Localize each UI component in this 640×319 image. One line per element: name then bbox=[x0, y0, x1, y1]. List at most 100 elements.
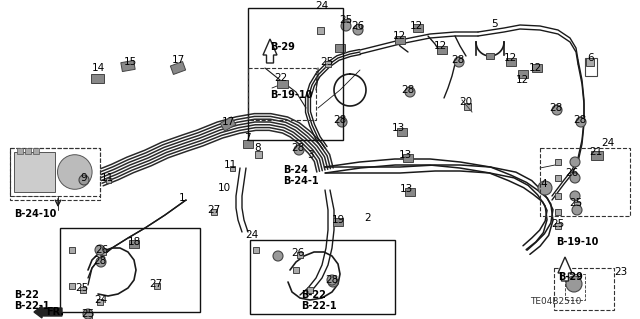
Circle shape bbox=[576, 117, 586, 127]
Text: 24: 24 bbox=[316, 1, 328, 11]
Text: 20: 20 bbox=[460, 97, 472, 107]
Bar bbox=[518, 70, 528, 78]
Bar bbox=[97, 299, 103, 305]
Bar bbox=[555, 175, 561, 181]
Text: FR.: FR. bbox=[46, 307, 64, 317]
Text: 25: 25 bbox=[552, 219, 564, 229]
Polygon shape bbox=[558, 257, 572, 281]
Text: B-29: B-29 bbox=[270, 42, 295, 52]
Polygon shape bbox=[263, 39, 277, 63]
Circle shape bbox=[337, 117, 347, 127]
Bar bbox=[86, 313, 92, 319]
Bar bbox=[90, 73, 104, 83]
Text: 24: 24 bbox=[245, 230, 259, 240]
Circle shape bbox=[566, 276, 582, 292]
Text: 6: 6 bbox=[588, 53, 595, 63]
Circle shape bbox=[95, 245, 105, 255]
Text: 18: 18 bbox=[127, 237, 141, 247]
Text: 28: 28 bbox=[291, 143, 305, 153]
Bar bbox=[506, 58, 516, 66]
Circle shape bbox=[454, 57, 464, 67]
Bar bbox=[248, 68, 316, 120]
Bar bbox=[317, 26, 323, 33]
Text: 21: 21 bbox=[589, 147, 603, 157]
Circle shape bbox=[341, 21, 351, 31]
Bar bbox=[403, 154, 413, 162]
Text: 15: 15 bbox=[124, 57, 136, 67]
Circle shape bbox=[58, 155, 92, 189]
Text: 28: 28 bbox=[333, 115, 347, 125]
Text: 7: 7 bbox=[244, 133, 250, 143]
Bar bbox=[555, 159, 561, 165]
Text: 12: 12 bbox=[504, 53, 516, 63]
Bar bbox=[397, 128, 407, 136]
Text: 28: 28 bbox=[549, 103, 563, 113]
Bar bbox=[437, 46, 447, 54]
Bar bbox=[574, 202, 580, 208]
Bar bbox=[248, 8, 343, 140]
Bar bbox=[555, 193, 561, 199]
Bar bbox=[333, 218, 343, 226]
Bar bbox=[10, 148, 100, 196]
Bar bbox=[555, 223, 561, 229]
Text: 12: 12 bbox=[410, 21, 422, 31]
Bar bbox=[69, 283, 75, 289]
Text: 28: 28 bbox=[451, 55, 465, 65]
Text: 12: 12 bbox=[515, 75, 529, 85]
Bar bbox=[60, 228, 200, 312]
Bar bbox=[276, 80, 287, 88]
Text: B-22-1: B-22-1 bbox=[301, 301, 337, 311]
Bar bbox=[297, 252, 303, 258]
Text: 19: 19 bbox=[332, 215, 344, 225]
Bar bbox=[570, 172, 576, 178]
Text: 9: 9 bbox=[81, 173, 87, 183]
Bar bbox=[293, 267, 299, 273]
Circle shape bbox=[572, 205, 582, 215]
Text: 12: 12 bbox=[433, 41, 447, 51]
Text: 5: 5 bbox=[491, 19, 497, 29]
Text: B-29: B-29 bbox=[558, 272, 583, 282]
Circle shape bbox=[570, 173, 580, 183]
Bar bbox=[25, 148, 31, 154]
Circle shape bbox=[79, 175, 89, 185]
Bar bbox=[356, 25, 362, 31]
Circle shape bbox=[327, 275, 337, 285]
Bar bbox=[220, 117, 236, 131]
Text: 28: 28 bbox=[401, 85, 415, 95]
Bar bbox=[486, 53, 494, 59]
Text: 12: 12 bbox=[392, 31, 406, 41]
Text: B-24-10: B-24-10 bbox=[14, 209, 56, 219]
Bar bbox=[154, 283, 160, 289]
Text: 26: 26 bbox=[95, 245, 109, 255]
Circle shape bbox=[273, 251, 283, 261]
Bar bbox=[405, 188, 415, 196]
Text: TE04B2510: TE04B2510 bbox=[530, 298, 581, 307]
Circle shape bbox=[353, 25, 363, 35]
Bar bbox=[325, 61, 331, 67]
Text: 22: 22 bbox=[275, 73, 287, 83]
Bar bbox=[17, 148, 23, 154]
Text: 13: 13 bbox=[392, 123, 404, 133]
Bar bbox=[100, 249, 106, 255]
Text: 25: 25 bbox=[339, 15, 353, 25]
Text: 13: 13 bbox=[398, 150, 412, 160]
Bar bbox=[80, 287, 86, 293]
Text: 28: 28 bbox=[93, 256, 107, 266]
Circle shape bbox=[83, 309, 93, 319]
Bar bbox=[230, 166, 234, 170]
Text: 25: 25 bbox=[570, 198, 582, 208]
Text: 26: 26 bbox=[565, 168, 579, 178]
Text: 17: 17 bbox=[221, 117, 235, 127]
FancyArrow shape bbox=[34, 306, 62, 318]
Bar bbox=[355, 24, 360, 28]
Text: B-22: B-22 bbox=[14, 290, 39, 300]
Circle shape bbox=[294, 145, 304, 155]
Text: B-19-10: B-19-10 bbox=[270, 90, 312, 100]
Circle shape bbox=[96, 257, 106, 267]
Text: 25: 25 bbox=[76, 283, 88, 293]
Text: 10: 10 bbox=[218, 183, 230, 193]
Text: B-22-1: B-22-1 bbox=[14, 301, 50, 311]
Bar bbox=[211, 209, 217, 215]
Text: B-24-1: B-24-1 bbox=[283, 176, 319, 186]
Text: 1: 1 bbox=[179, 193, 186, 203]
